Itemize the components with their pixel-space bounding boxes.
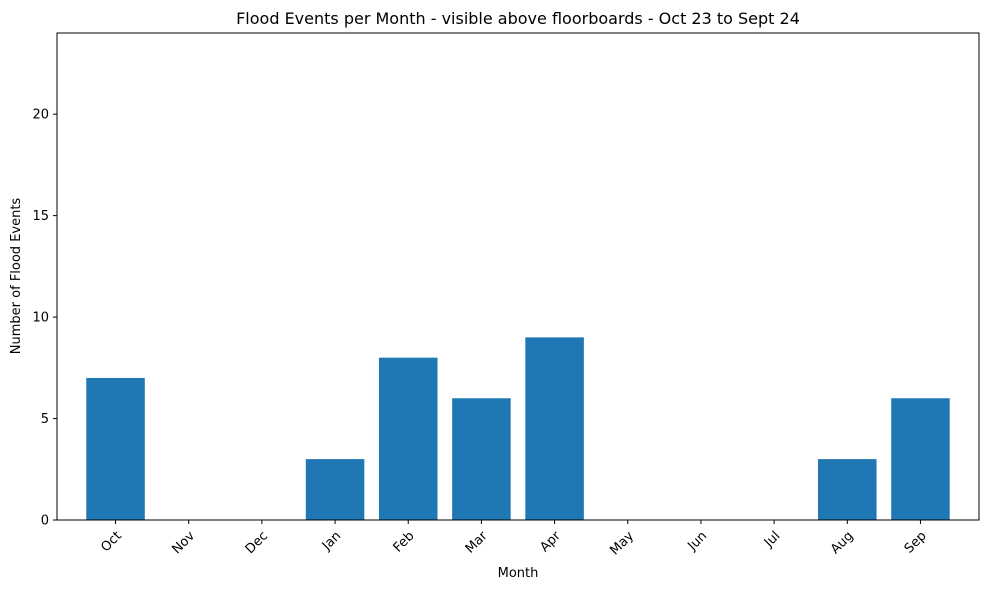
plot-area: 0 5 10 15 20 Oct Nov Dec Jan Feb Mar Apr May Jun Jul Au…: [32, 32, 980, 558]
x-tick-label-oct: Oct: [98, 529, 125, 556]
x-tick-label-mar: Mar: [463, 528, 491, 556]
bar-aug: [818, 459, 877, 520]
x-tick-label-nov: Nov: [169, 528, 198, 557]
bar-jan: [305, 459, 365, 520]
x-tick-label-may: May: [607, 528, 637, 558]
y-tick-label-0: 0: [41, 514, 49, 529]
y-tick-label-10: 10: [32, 311, 49, 326]
bar-apr: [525, 337, 584, 520]
x-tick-label-jun: Jun: [685, 529, 711, 555]
y-tick-label-5: 5: [41, 412, 49, 427]
chart-title: Flood Events per Month - visible above f…: [236, 9, 800, 28]
y-tick-label-20: 20: [32, 108, 49, 123]
bar-oct: [86, 377, 145, 520]
x-axis-label: Month: [498, 566, 539, 581]
x-tick-label-aug: Aug: [828, 529, 857, 558]
x-tick-label-dec: Dec: [243, 529, 271, 557]
x-tick-label-sep: Sep: [902, 529, 930, 557]
bar-mar: [452, 398, 511, 520]
x-tick-label-apr: Apr: [537, 528, 564, 555]
x-tick-label-jul: Jul: [761, 529, 783, 551]
bar-sep: [891, 398, 950, 520]
axes-frame: [56, 32, 980, 521]
x-tick-label-feb: Feb: [391, 529, 418, 556]
y-axis-label: Number of Flood Events: [9, 198, 24, 355]
y-tick-label-15: 15: [32, 209, 49, 224]
bar-feb: [378, 357, 438, 520]
x-tick-label-jan: Jan: [319, 529, 344, 554]
